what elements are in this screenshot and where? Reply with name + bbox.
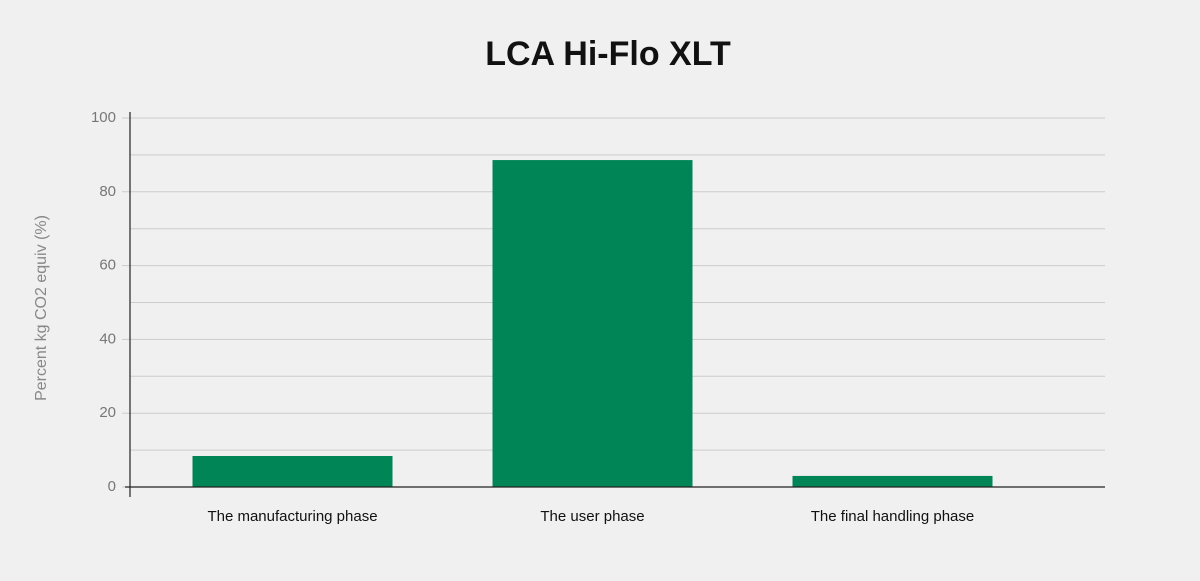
y-tick-label: 40 — [99, 330, 116, 347]
x-tick-label: The manufacturing phase — [207, 508, 377, 525]
y-axis-label: Percent kg CO2 equiv (%) — [33, 215, 50, 401]
y-tick-label: 0 — [108, 478, 116, 495]
bar — [792, 475, 993, 487]
y-tick-label: 20 — [99, 404, 116, 421]
x-tick-label: The user phase — [540, 508, 644, 525]
x-tick-label: The final handling phase — [811, 508, 974, 525]
y-tick-label: 100 — [91, 109, 116, 126]
bar — [192, 456, 393, 487]
y-tick-label: 60 — [99, 257, 116, 274]
chart-title: LCA Hi-Flo XLT — [485, 35, 731, 73]
bar — [492, 160, 693, 488]
y-tick-label: 80 — [99, 183, 116, 200]
